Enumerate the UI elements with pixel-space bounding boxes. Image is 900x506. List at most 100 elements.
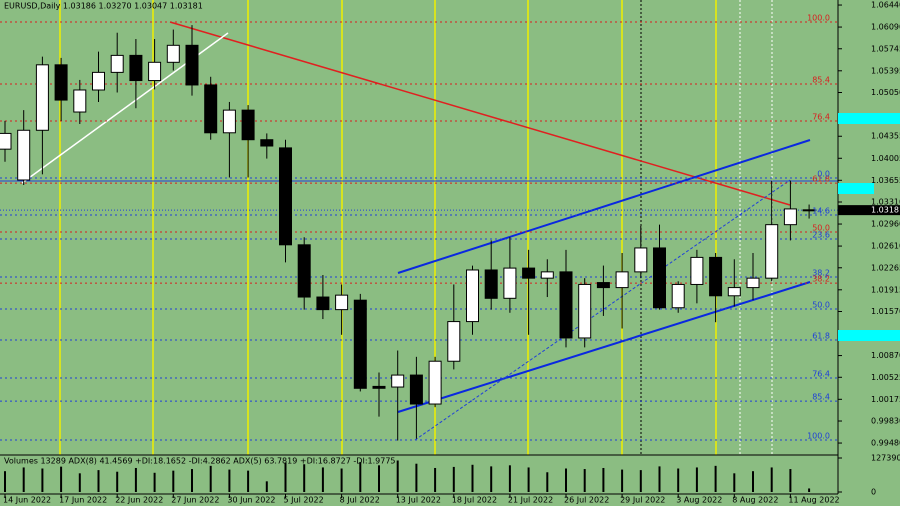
- y-tick-label: 1.02610: [871, 242, 900, 251]
- fib-label: 0.0: [817, 170, 830, 179]
- candle-body: [260, 139, 274, 147]
- candle-body: [222, 109, 236, 134]
- y-tick-label: 1.03310: [871, 198, 900, 207]
- alert-box: [838, 183, 874, 194]
- candle-body: [148, 61, 162, 82]
- candle-body: [110, 54, 124, 73]
- candle-body: [129, 54, 143, 82]
- fib-label: 85.4: [812, 393, 830, 402]
- fib-label: 50.0: [812, 301, 830, 310]
- y-tick-label: 1.03655: [871, 176, 900, 185]
- fib-label: 76.4: [812, 370, 830, 379]
- indicator-title: Volumes 13289 ADX(8) 41.4569 +DI:18.1652…: [4, 457, 396, 466]
- x-tick-label: 13 Jul 2022: [396, 496, 441, 505]
- candle-body: [503, 267, 517, 299]
- fib-label: 100.0: [807, 14, 830, 23]
- x-tick-label: 3 Aug 2022: [676, 496, 722, 505]
- y-tick-label: 1.02960: [871, 220, 900, 229]
- candle-body: [241, 109, 255, 141]
- channel-line: [397, 139, 811, 274]
- x-tick-label: 21 Jul 2022: [508, 496, 553, 505]
- candle-body: [316, 296, 330, 311]
- candle-body: [746, 277, 760, 289]
- fib-trend: [414, 179, 791, 441]
- candle-body: [335, 294, 349, 311]
- volume-tick-label: 0: [871, 488, 876, 497]
- channel-line: [397, 281, 811, 413]
- candle-body: [185, 44, 199, 86]
- candle-body: [671, 283, 685, 309]
- candle-body: [428, 360, 442, 405]
- candle-body: [727, 287, 741, 297]
- candle-body: [54, 64, 68, 101]
- y-tick-label: 1.01915: [871, 285, 900, 294]
- x-tick-label: 11 Aug 2022: [788, 496, 839, 505]
- candle-body: [372, 385, 386, 389]
- fib-label: 14.6: [812, 207, 830, 216]
- y-tick-label: 1.01570: [871, 307, 900, 316]
- candle-body: [559, 271, 573, 339]
- y-tick-label: 0.99480: [871, 439, 900, 448]
- y-tick-label: 1.06440: [871, 1, 900, 10]
- x-tick-label: 30 Jun 2022: [227, 496, 275, 505]
- price-label-bg: [838, 205, 900, 216]
- plot-layer: [0, 21, 838, 441]
- candle-body: [578, 283, 592, 339]
- candle-body: [92, 71, 105, 91]
- x-tick-label: 14 Jun 2022: [3, 496, 51, 505]
- candle-body: [17, 129, 31, 181]
- y-tick-label: 1.04355: [871, 132, 900, 141]
- candle-body: [522, 267, 536, 279]
- candle-body: [466, 269, 479, 323]
- candle-body: [615, 271, 629, 289]
- y-tick-label: 1.04005: [871, 154, 900, 163]
- fib-label: 61.8: [812, 175, 830, 184]
- x-tick-label: 27 Jun 2022: [171, 496, 219, 505]
- candle-body: [35, 64, 49, 131]
- candle-body: [297, 244, 311, 298]
- y-tick-label: 1.00175: [871, 395, 900, 404]
- alert-box: [838, 330, 900, 341]
- candle-body: [802, 209, 816, 212]
- x-tick-label: 22 Jun 2022: [115, 496, 163, 505]
- candle-body: [409, 374, 423, 405]
- candle-body: [690, 256, 704, 285]
- candle-body: [540, 271, 554, 279]
- x-tick-label: 8 Jul 2022: [340, 496, 380, 505]
- candle-body: [447, 321, 461, 362]
- candle-body: [783, 208, 797, 226]
- fib-label: 100.0: [807, 432, 830, 441]
- y-tick-label: 1.05745: [871, 44, 900, 53]
- candle-body: [596, 282, 610, 289]
- price-label: 1.03181: [871, 206, 900, 215]
- candle-body: [0, 132, 12, 150]
- y-tick-label: 1.02265: [871, 263, 900, 272]
- candle-body: [204, 84, 218, 134]
- x-tick-label: 29 Jul 2022: [620, 496, 665, 505]
- candle-body: [391, 374, 405, 388]
- candle-body: [353, 299, 367, 389]
- y-tick-label: 1.05050: [871, 88, 900, 97]
- y-tick-label: 1.05395: [871, 66, 900, 75]
- fib-label: 23.6: [812, 231, 830, 240]
- candle-body: [166, 44, 180, 63]
- trend-line: [169, 21, 791, 206]
- chart-title: EURUSD,Daily 1.03186 1.03270 1.03047 1.0…: [4, 2, 203, 11]
- x-tick-label: 26 Jul 2022: [564, 496, 609, 505]
- candle-body: [709, 256, 723, 297]
- candle-body: [279, 147, 292, 246]
- y-tick-label: 1.00525: [871, 373, 900, 382]
- volume-tick-label: 127390: [871, 454, 900, 463]
- y-tick-label: 1.00870: [871, 351, 900, 360]
- candle-body: [73, 89, 87, 113]
- x-tick-label: 17 Jun 2022: [59, 496, 107, 505]
- fib-label: 61.8: [812, 332, 830, 341]
- alert-box: [838, 113, 900, 124]
- fib-label: 38.2: [812, 275, 830, 284]
- candle-body: [765, 224, 779, 279]
- candle-body: [484, 269, 498, 299]
- fib-label: 85.4: [812, 76, 830, 85]
- x-tick-label: 8 Aug 2022: [732, 496, 778, 505]
